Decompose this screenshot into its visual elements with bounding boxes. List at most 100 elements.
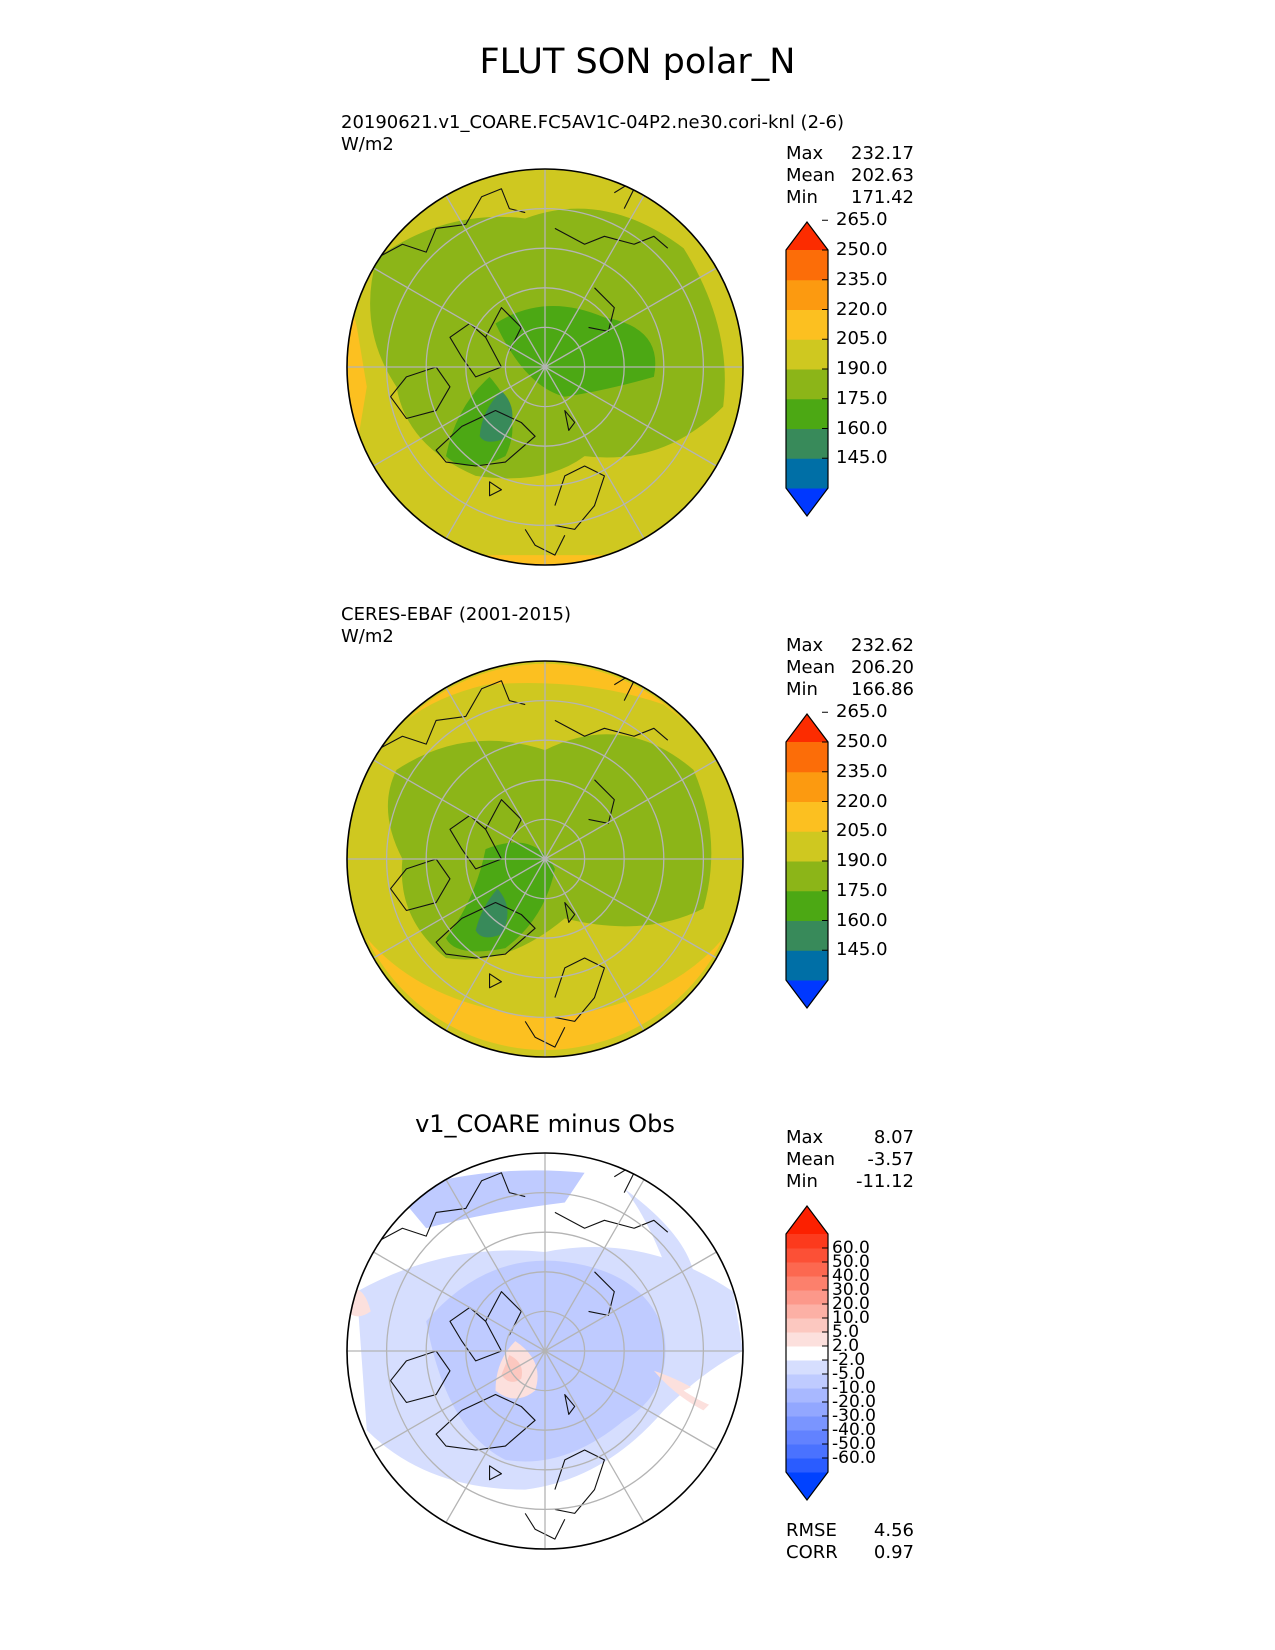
colorbar-tick-label-8: 265.0 — [836, 701, 888, 723]
meridian-7 — [445, 1350, 546, 1523]
panel-2-polar-map — [346, 660, 744, 1058]
colorbar-segment-4 — [786, 1416, 828, 1431]
colorbar-segment-3 — [786, 1430, 828, 1445]
colorbar-extend-min — [786, 488, 828, 516]
colorbar-tick-label-15: 60.0 — [832, 1237, 870, 1258]
colorbar-tick-label-5: -10.0 — [832, 1377, 876, 1398]
coastline-7 — [554, 465, 605, 530]
coastline-7 — [554, 1449, 605, 1514]
panel-3-colorbar-labels: -60.0 -50.0 -40.0 -30.0 -20.0 -10.0 -5.0 -2.0 2.… — [832, 1206, 912, 1500]
colorbar-tick-label-6: 235.0 — [836, 268, 888, 290]
meridian-5 — [544, 366, 645, 539]
colorbar-tick-label-0: 145.0 — [836, 447, 888, 469]
meridian-2 — [544, 1251, 717, 1352]
colorbar-tick-label-2: -40.0 — [832, 1419, 876, 1440]
coastline-1 — [554, 227, 669, 249]
panel-2-label: CERES-EBAF (2001-2015) W/m2 — [341, 604, 571, 648]
colorbar-tick-label-14: 50.0 — [832, 1251, 870, 1272]
coastline-6 — [435, 410, 536, 467]
meridian-11 — [445, 195, 546, 368]
colorbar-segment-2 — [786, 920, 828, 951]
coastline-1 — [554, 719, 669, 741]
colorbar-segment-4 — [786, 861, 828, 892]
meridian-2 — [544, 759, 717, 860]
colorbar-tick-label-3: 190.0 — [836, 850, 888, 871]
colorbar-tick-label-8: 265.0 — [836, 209, 888, 231]
colorbar-tick-label-7: 250.0 — [836, 239, 888, 260]
colorbar-segment-8 — [786, 1360, 828, 1375]
colorbar-extend-min — [786, 980, 828, 1008]
coastline-9 — [588, 1271, 615, 1316]
field-contour-4 — [475, 888, 508, 938]
coastline-5 — [485, 799, 522, 844]
meridian-8 — [373, 366, 546, 467]
panel-2-units: W/m2 — [341, 626, 394, 647]
meridian-2 — [544, 267, 717, 368]
meridian-4 — [544, 1350, 717, 1451]
colorbar-tick-label-0: 145.0 — [836, 939, 888, 961]
colorbar-tick-label-7: -2.0 — [832, 1349, 866, 1370]
colorbar-tick-label-5: 220.0 — [836, 298, 888, 320]
meridian-5 — [544, 858, 645, 1031]
coastline-11 — [489, 973, 502, 989]
colorbar-segment-8 — [786, 742, 828, 773]
coastline-5 — [485, 307, 522, 352]
panel-2-obs-name: CERES-EBAF (2001-2015) — [341, 604, 572, 625]
colorbar-segment-8 — [786, 250, 828, 281]
colorbar-extend-max — [786, 1206, 828, 1234]
colorbar-segment-7 — [786, 279, 828, 310]
colorbar-segment-2 — [786, 428, 828, 459]
colorbar-tick-label-8: 2.0 — [832, 1335, 860, 1356]
colorbar-segment-2 — [786, 1444, 828, 1459]
colorbar-tick-label-3: 190.0 — [836, 358, 888, 379]
colorbar-segment-5 — [786, 339, 828, 370]
colorbar-segment-4 — [786, 369, 828, 400]
field-contour-3 — [624, 1188, 694, 1272]
colorbar-segment-3 — [786, 890, 828, 921]
panel-3-metrics: RMSE 4.56 CORR 0.97 — [786, 1520, 914, 1563]
colorbar-tick-label-1: 160.0 — [836, 417, 888, 439]
panel-3-colorbar — [785, 1205, 829, 1501]
meridian-4 — [544, 858, 717, 959]
colorbar-tick-label-5: 220.0 — [836, 790, 888, 812]
colorbar-segment-6 — [786, 309, 828, 340]
field-contour-5 — [479, 390, 513, 442]
panel-1-polar-map — [346, 168, 744, 566]
panel-1-case-name: 20190621.v1_COARE.FC5AV1C-04P2.ne30.cori… — [341, 112, 844, 133]
colorbar-tick-label-1: 160.0 — [836, 909, 888, 931]
colorbar-segment-1 — [786, 1458, 828, 1473]
meridian-4 — [544, 366, 717, 467]
meridian-10 — [373, 1251, 546, 1352]
coastline-11 — [489, 1465, 502, 1481]
map-boundary — [346, 660, 744, 1058]
colorbar-outline — [785, 1205, 829, 1501]
field-contour-1 — [426, 1260, 666, 1462]
field-contour-8 — [683, 1377, 743, 1411]
meridian-11 — [445, 1179, 546, 1352]
meridian-1 — [544, 1179, 645, 1352]
colorbar-tick-label-4: -20.0 — [832, 1391, 876, 1412]
colorbar-extend-max — [786, 714, 828, 742]
panel-1-stats: Max 232.17 Mean 202.63 Min 171.42 — [786, 143, 914, 208]
colorbar-outline — [785, 221, 829, 517]
meridian-5 — [544, 1350, 645, 1523]
colorbar-tick-label-1: -50.0 — [832, 1433, 876, 1454]
panel-1-colorbar — [785, 219, 829, 517]
map-boundary — [346, 1152, 744, 1550]
meridian-10 — [373, 267, 546, 368]
panel-2-colorbar-labels: 145.0 160.0 175.0 190.0 205.0 220.0 235.0 250.0… — [836, 703, 916, 1008]
coastline-6 — [435, 1394, 536, 1451]
colorbar-tick-label-10: 10.0 — [832, 1307, 870, 1328]
colorbar-segment-9 — [786, 1346, 828, 1361]
coastline-9 — [588, 287, 615, 332]
colorbar-outline — [785, 713, 829, 1009]
colorbar-tick-label-11: 20.0 — [832, 1293, 870, 1314]
colorbar-segment-7 — [786, 1374, 828, 1389]
meridian-7 — [445, 366, 546, 539]
coastline-10 — [564, 902, 576, 923]
panel-3-title: v1_COARE minus Obs — [415, 1110, 675, 1138]
colorbar-tick-label-4: 205.0 — [836, 328, 888, 350]
panel-1-colorbar-labels: 145.0 160.0 175.0 190.0 205.0 220.0 235.0 250.0… — [836, 211, 916, 516]
map-boundary — [346, 168, 744, 566]
colorbar-segment-10 — [786, 1332, 828, 1347]
